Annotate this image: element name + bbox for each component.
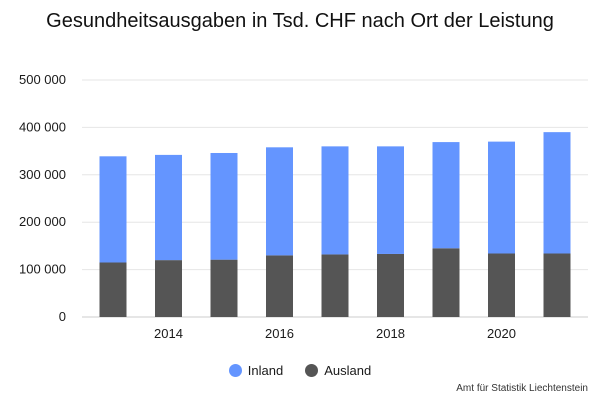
y-tick-label: 200 000 <box>19 214 66 229</box>
bar-inland-2018[interactable] <box>377 146 404 254</box>
legend-item-inland[interactable]: Inland <box>228 363 284 378</box>
bar-ausland-2013[interactable] <box>99 262 127 317</box>
bars <box>99 132 571 317</box>
bar-inland-2014[interactable] <box>155 154 182 261</box>
bar-inland-2015[interactable] <box>210 152 238 260</box>
x-tick-label: 2016 <box>265 326 294 341</box>
bar-inland-2017[interactable] <box>321 146 349 255</box>
source-credit: Amt für Statistik Liechtenstein <box>456 383 588 394</box>
bar-ausland-2020[interactable] <box>488 253 515 317</box>
bar-ausland-2017[interactable] <box>321 254 349 317</box>
bar-inland-2021[interactable] <box>543 132 571 254</box>
bar-ausland-2021[interactable] <box>543 253 571 317</box>
x-tick-label: 2018 <box>376 326 405 341</box>
bar-inland-2013[interactable] <box>99 156 127 263</box>
y-tick-label: 0 <box>59 309 66 324</box>
y-tick-label: 400 000 <box>19 119 66 134</box>
chart-title: Gesundheitsausgaben in Tsd. CHF nach Ort… <box>46 10 554 32</box>
bar-ausland-2018[interactable] <box>377 253 404 317</box>
y-axis-tick-labels: 0 100 000 200 000 300 000 400 000 500 000 <box>19 72 66 324</box>
bar-inland-2016[interactable] <box>266 147 293 256</box>
legend-label-ausland: Ausland <box>324 363 372 378</box>
bar-ausland-2016[interactable] <box>266 255 293 317</box>
legend-item-ausland[interactable]: Ausland <box>305 363 371 378</box>
legend: Inland Ausland <box>0 363 600 378</box>
y-tick-label: 100 000 <box>19 262 66 277</box>
bar-ausland-2014[interactable] <box>155 260 182 317</box>
x-tick-label: 2020 <box>487 326 516 341</box>
x-axis-tick-labels: 2014 2016 2018 2020 <box>154 326 516 341</box>
bar-ausland-2019[interactable] <box>432 248 460 317</box>
y-tick-label: 500 000 <box>19 72 66 87</box>
bar-inland-2019[interactable] <box>432 142 460 249</box>
legend-swatch-inland <box>228 364 242 377</box>
y-tick-label: 300 000 <box>19 167 66 182</box>
legend-label-inland: Inland <box>247 363 284 378</box>
legend-swatch-ausland <box>305 364 319 377</box>
x-tick-label: 2014 <box>154 326 183 341</box>
bar-ausland-2015[interactable] <box>210 259 238 317</box>
bar-inland-2020[interactable] <box>488 141 515 254</box>
